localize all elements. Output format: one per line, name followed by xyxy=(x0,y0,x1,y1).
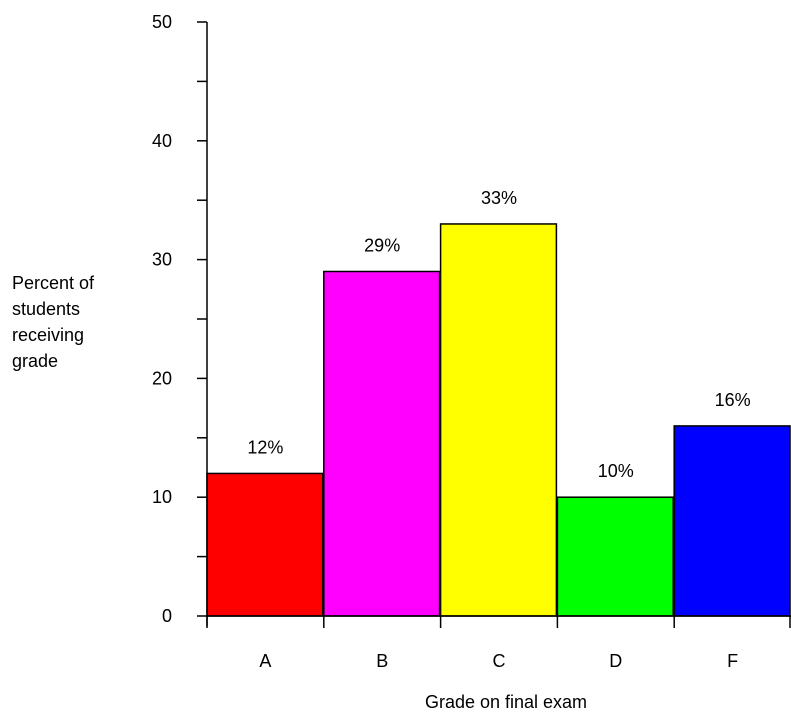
y-tick-label: 0 xyxy=(162,606,172,626)
y-tick-label: 20 xyxy=(152,368,172,388)
y-axis-title-line-4: grade xyxy=(12,351,59,371)
x-tick-label-d: D xyxy=(609,651,622,671)
y-axis-title-line-3: receiving xyxy=(12,325,85,345)
x-tick-label-f: F xyxy=(727,651,738,671)
y-axis-title-line-2: students xyxy=(12,299,81,319)
y-tick-label: 50 xyxy=(152,12,172,32)
bar-a xyxy=(206,472,324,617)
data-labels-group: 12% 29% 33% 10% 16% xyxy=(247,188,750,481)
y-axis-title: Percent of students receiving grade xyxy=(12,270,94,374)
y-axis-title-line-1: Percent of xyxy=(12,273,95,293)
bar-b xyxy=(323,270,441,617)
data-label-b: 29% xyxy=(364,235,400,255)
x-tick-label-c: C xyxy=(493,651,506,671)
data-label-a: 12% xyxy=(247,437,283,457)
x-tick-label-a: A xyxy=(259,651,271,671)
y-tick-label: 10 xyxy=(152,487,172,507)
x-axis-title: Grade on final exam xyxy=(425,692,587,712)
y-tick-label: 30 xyxy=(152,250,172,270)
bar-f xyxy=(673,425,791,617)
data-label-f: 16% xyxy=(715,390,751,410)
data-label-d: 10% xyxy=(598,461,634,481)
y-tick-label: 40 xyxy=(152,131,172,151)
bars-group xyxy=(206,223,791,617)
bar-c xyxy=(439,223,558,617)
y-axis: 0 10 20 30 40 50 xyxy=(152,12,208,626)
data-label-c: 33% xyxy=(481,188,517,208)
bar-d xyxy=(556,496,674,617)
x-tick-label-b: B xyxy=(376,651,388,671)
